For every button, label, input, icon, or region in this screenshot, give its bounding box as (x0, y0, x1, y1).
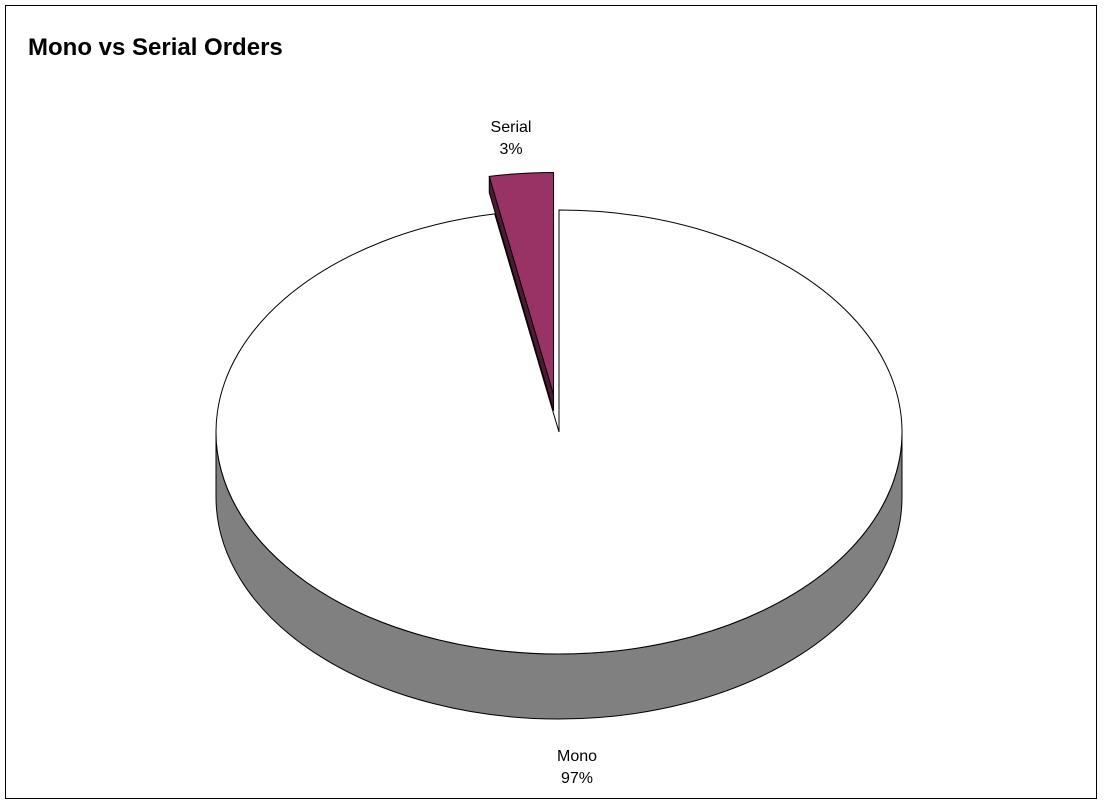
pie-slice-mono (215, 209, 903, 655)
pie-slice-serial (488, 171, 555, 395)
slice-label-serial: Serial (491, 119, 532, 136)
label-layer: Mono 97% Serial 3% (491, 119, 598, 787)
slice-label-mono: Mono (557, 748, 597, 765)
slice-value-mono: 97% (561, 770, 593, 787)
chart-title: Mono vs Serial Orders (28, 34, 283, 61)
slice-value-serial: 3% (499, 141, 522, 158)
pie-layer (215, 171, 903, 720)
